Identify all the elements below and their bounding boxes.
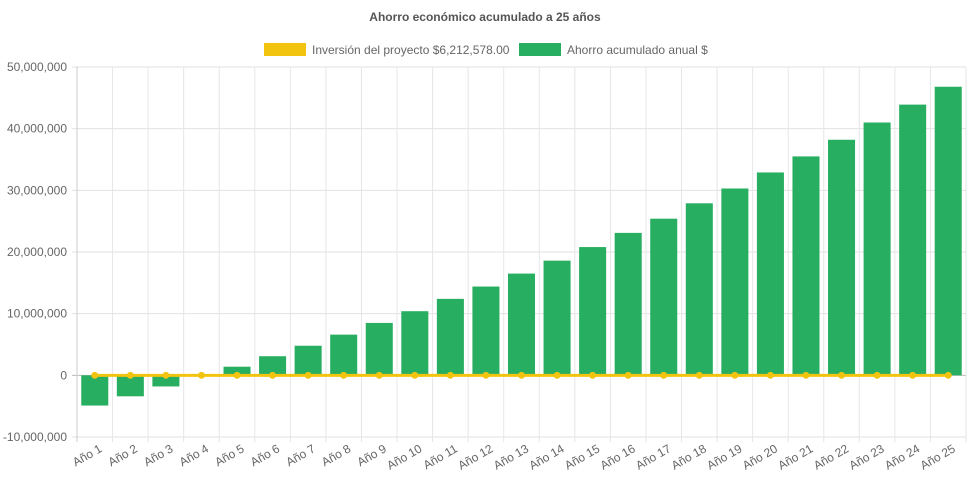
bar — [330, 334, 358, 376]
x-tick-label: Año 7 — [283, 441, 317, 469]
line-point — [233, 371, 241, 379]
bar — [685, 203, 713, 376]
line-point — [162, 371, 170, 379]
bar — [614, 232, 642, 376]
line-point — [802, 371, 810, 379]
legend-label-investment[interactable]: Inversión del proyecto $6,212,578.00 — [312, 43, 510, 57]
bar — [116, 375, 144, 397]
line-point — [340, 371, 348, 379]
line-point — [589, 371, 597, 379]
chart-title: Ahorro económico acumulado a 25 años — [369, 10, 601, 24]
bar — [579, 247, 607, 376]
x-tick-label: Año 20 — [740, 441, 780, 472]
line-point — [269, 371, 277, 379]
x-tick-label: Año 21 — [776, 441, 816, 472]
line-point — [731, 371, 739, 379]
line-point — [304, 371, 312, 379]
y-tick-label: 0 — [60, 368, 67, 382]
bar — [507, 273, 536, 376]
bar — [259, 356, 287, 376]
y-tick-label: 30,000,000 — [7, 183, 67, 197]
line-point — [624, 371, 632, 379]
line-point — [909, 371, 917, 379]
x-tick-label: Año 12 — [455, 441, 495, 472]
x-tick-label: Año 9 — [355, 441, 389, 469]
bar — [81, 375, 109, 406]
y-tick-label: -10,000,000 — [3, 430, 67, 444]
x-tick-label: Año 8 — [319, 441, 353, 469]
y-tick-label: 40,000,000 — [7, 122, 67, 136]
x-tick-label: Año 15 — [562, 441, 602, 472]
bar — [899, 104, 927, 376]
x-tick-label: Año 6 — [248, 441, 282, 469]
bar — [756, 172, 784, 376]
x-tick-label: Año 5 — [212, 441, 246, 469]
y-tick-label: 50,000,000 — [7, 60, 67, 74]
x-tick-label: Año 22 — [811, 441, 851, 472]
bar — [401, 311, 429, 376]
x-tick-label: Año 11 — [421, 441, 460, 472]
y-tick-label: 20,000,000 — [7, 245, 67, 259]
bar — [934, 86, 962, 376]
line-point — [695, 371, 703, 379]
x-tick-label: Año 18 — [669, 441, 709, 472]
bar — [152, 375, 180, 387]
bar — [650, 218, 678, 376]
bar — [721, 188, 749, 376]
line-point — [446, 371, 454, 379]
x-tick-label: Año 14 — [527, 441, 567, 472]
bar — [543, 260, 571, 376]
x-tick-label: Año 4 — [177, 441, 211, 469]
line-point — [660, 371, 668, 379]
bar — [436, 298, 464, 376]
x-tick-label: Año 19 — [704, 441, 744, 472]
line-point — [482, 371, 490, 379]
line-point — [766, 371, 774, 379]
bar — [365, 322, 393, 376]
line-point — [873, 371, 881, 379]
line-point — [411, 371, 419, 379]
y-tick-label: 10,000,000 — [7, 307, 67, 321]
bar — [828, 139, 856, 376]
line-point — [944, 371, 952, 379]
bar — [472, 286, 500, 376]
line-point — [375, 371, 383, 379]
x-tick-label: Año 13 — [491, 441, 531, 472]
line-point — [126, 371, 134, 379]
line-point — [518, 371, 525, 379]
x-tick-label: Año 10 — [384, 441, 424, 472]
x-tick-label: Año 3 — [141, 441, 175, 469]
line-point — [553, 371, 561, 379]
line-point — [197, 371, 205, 379]
line-point — [91, 371, 99, 379]
x-tick-label: Año 23 — [847, 441, 887, 472]
bar — [223, 366, 251, 376]
bar — [294, 345, 322, 376]
legend[interactable]: Inversión del proyecto $6,212,578.00 Aho… — [264, 43, 708, 57]
x-tick-label: Año 1 — [70, 441, 104, 469]
x-tick-label: Año 16 — [598, 441, 638, 472]
x-tick-label: Año 2 — [106, 441, 140, 469]
x-tick-label: Año 25 — [918, 441, 958, 472]
legend-swatch-savings — [519, 43, 561, 56]
x-tick-label: Año 24 — [882, 441, 922, 472]
bar — [863, 122, 891, 376]
legend-swatch-investment — [264, 43, 306, 56]
bar — [792, 156, 820, 376]
x-tick-label: Año 17 — [633, 441, 673, 472]
legend-label-savings[interactable]: Ahorro acumulado anual $ — [567, 43, 708, 57]
line-point — [838, 371, 846, 379]
